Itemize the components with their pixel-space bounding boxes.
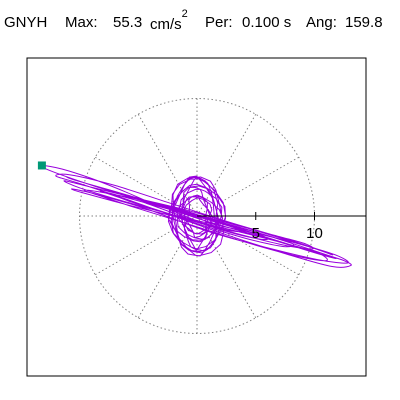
period-label: Per: [205, 14, 233, 31]
motion-trace-path [40, 164, 352, 268]
max-unit-text: cm/s [150, 16, 182, 33]
radial-axis: 5 10 [197, 212, 366, 242]
grid-spoke-30 [196, 156, 300, 217]
plot-frame [26, 57, 367, 377]
motion-trace-core [167, 175, 227, 257]
angle-label: Ang: [306, 14, 337, 31]
start-marker [37, 161, 46, 170]
max-label: Max: [65, 14, 98, 31]
motion-trace [40, 164, 352, 268]
max-unit-exponent: 2 [181, 8, 188, 20]
plot-header: GNYH Max: 55.3 cm/s2 Per: 0.100 s Ang: 1… [0, 8, 400, 38]
station-code: GNYH [4, 14, 48, 31]
x-tick-label-10: 10 [306, 225, 323, 242]
period-value: 0.100 s [242, 14, 292, 31]
max-unit: cm/s2 [150, 8, 188, 33]
angle-value: 159.8 [345, 14, 383, 31]
max-value: 55.3 [113, 14, 143, 31]
start-marker-layer [37, 161, 46, 170]
x-tick-label-5: 5 [252, 225, 260, 242]
grid-spoke-240 [137, 215, 198, 319]
